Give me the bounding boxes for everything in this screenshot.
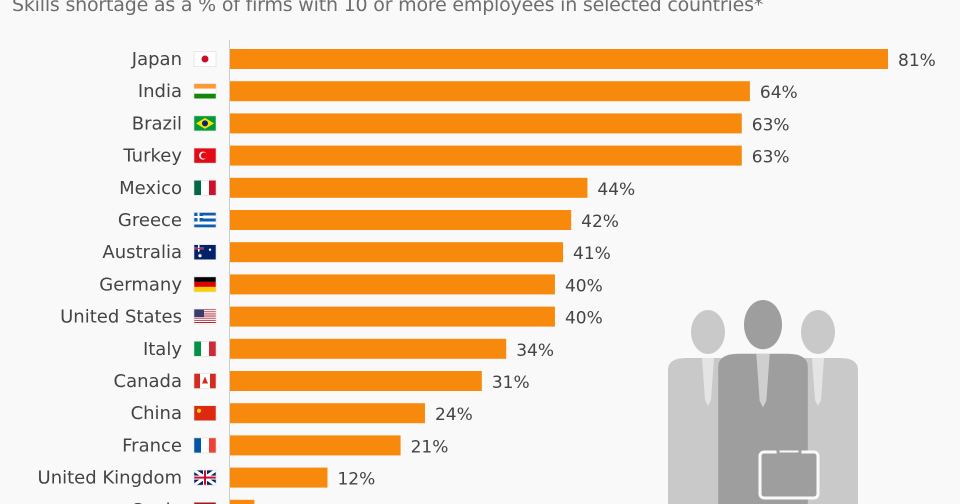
value-label: 34%: [516, 341, 554, 361]
category-label: Italy: [143, 339, 182, 360]
bar-row: Brazil 63%: [132, 113, 790, 135]
turkey-flag-icon: [193, 147, 217, 164]
bar-row: France 21%: [122, 435, 448, 457]
category-label: India: [138, 81, 182, 102]
value-label: 3%: [264, 502, 291, 504]
category-label: France: [122, 435, 182, 456]
category-label: United Kingdom: [38, 468, 182, 489]
bar-row: Spain 3%: [132, 499, 291, 504]
italy-flag-icon: [193, 340, 217, 357]
bar-row: Mexico 44%: [119, 177, 635, 200]
bar-row: China 24%: [131, 403, 473, 425]
value-label: 12%: [337, 470, 375, 490]
bar: [230, 338, 507, 359]
brazil-flag-icon: [193, 115, 217, 132]
bar-row: Japan 81%: [131, 49, 936, 71]
category-label: Turkey: [122, 146, 182, 167]
bar: [230, 435, 401, 456]
bar: [230, 81, 750, 102]
bar-row: Italy 34%: [143, 338, 554, 361]
india-flag-icon: [193, 83, 217, 99]
category-label: China: [131, 403, 182, 424]
bar: [230, 210, 572, 230]
bar: [230, 403, 425, 424]
category-label: Mexico: [119, 178, 182, 199]
united-kingdom-flag-icon: [193, 468, 217, 487]
value-label: 44%: [597, 180, 635, 200]
spain-flag-icon: [193, 501, 217, 504]
bar-row: Germany 40%: [99, 274, 603, 296]
value-label: 40%: [565, 276, 603, 296]
bar: [230, 177, 588, 198]
china-flag-icon: [193, 405, 217, 422]
chart-subtitle: Skills shortage as a % of firms with 10 …: [12, 0, 764, 16]
value-label: 64%: [760, 83, 798, 103]
germany-flag-icon: [193, 276, 217, 293]
japan-flag-icon: [193, 51, 217, 67]
category-label: Canada: [114, 371, 183, 392]
value-label: 81%: [898, 51, 936, 71]
bar: [230, 274, 555, 295]
bar-row: United States 40%: [60, 306, 603, 329]
bar: [230, 371, 482, 391]
briefcase-icon: [758, 450, 820, 500]
category-label: Australia: [102, 242, 182, 263]
value-label: 63%: [752, 148, 790, 168]
bar: [230, 467, 328, 488]
bar: [230, 49, 888, 69]
france-flag-icon: [193, 437, 217, 454]
category-label: Japan: [131, 49, 182, 70]
bar: [230, 499, 255, 504]
category-label: Germany: [99, 274, 182, 295]
bar-row: Australia 41%: [102, 242, 611, 264]
bar: [230, 242, 564, 263]
category-label: Greece: [118, 210, 182, 231]
bar-row: Canada 31%: [114, 371, 530, 393]
value-label: 21%: [411, 437, 449, 457]
value-label: 24%: [435, 405, 473, 425]
bar-row: United Kingdom 12%: [38, 467, 375, 490]
united-states-flag-icon: [193, 308, 217, 325]
value-label: 42%: [581, 212, 619, 232]
category-label: Spain: [132, 500, 182, 504]
bar: [230, 113, 742, 134]
bar: [230, 145, 742, 166]
value-label: 63%: [752, 115, 790, 135]
bar: [230, 306, 555, 327]
category-label: United States: [60, 307, 182, 328]
australia-flag-icon: [193, 244, 217, 260]
category-label: Brazil: [132, 113, 182, 134]
canada-flag-icon: [193, 373, 217, 389]
bar-row: India 64%: [138, 81, 798, 103]
greece-flag-icon: [193, 212, 217, 228]
bar-row: Greece 42%: [118, 210, 619, 232]
bar-row: Turkey 63%: [122, 145, 790, 168]
value-label: 41%: [573, 244, 611, 264]
value-label: 31%: [492, 373, 530, 393]
business-people-icon: [668, 300, 858, 504]
mexico-flag-icon: [193, 180, 217, 196]
value-label: 40%: [565, 309, 603, 329]
